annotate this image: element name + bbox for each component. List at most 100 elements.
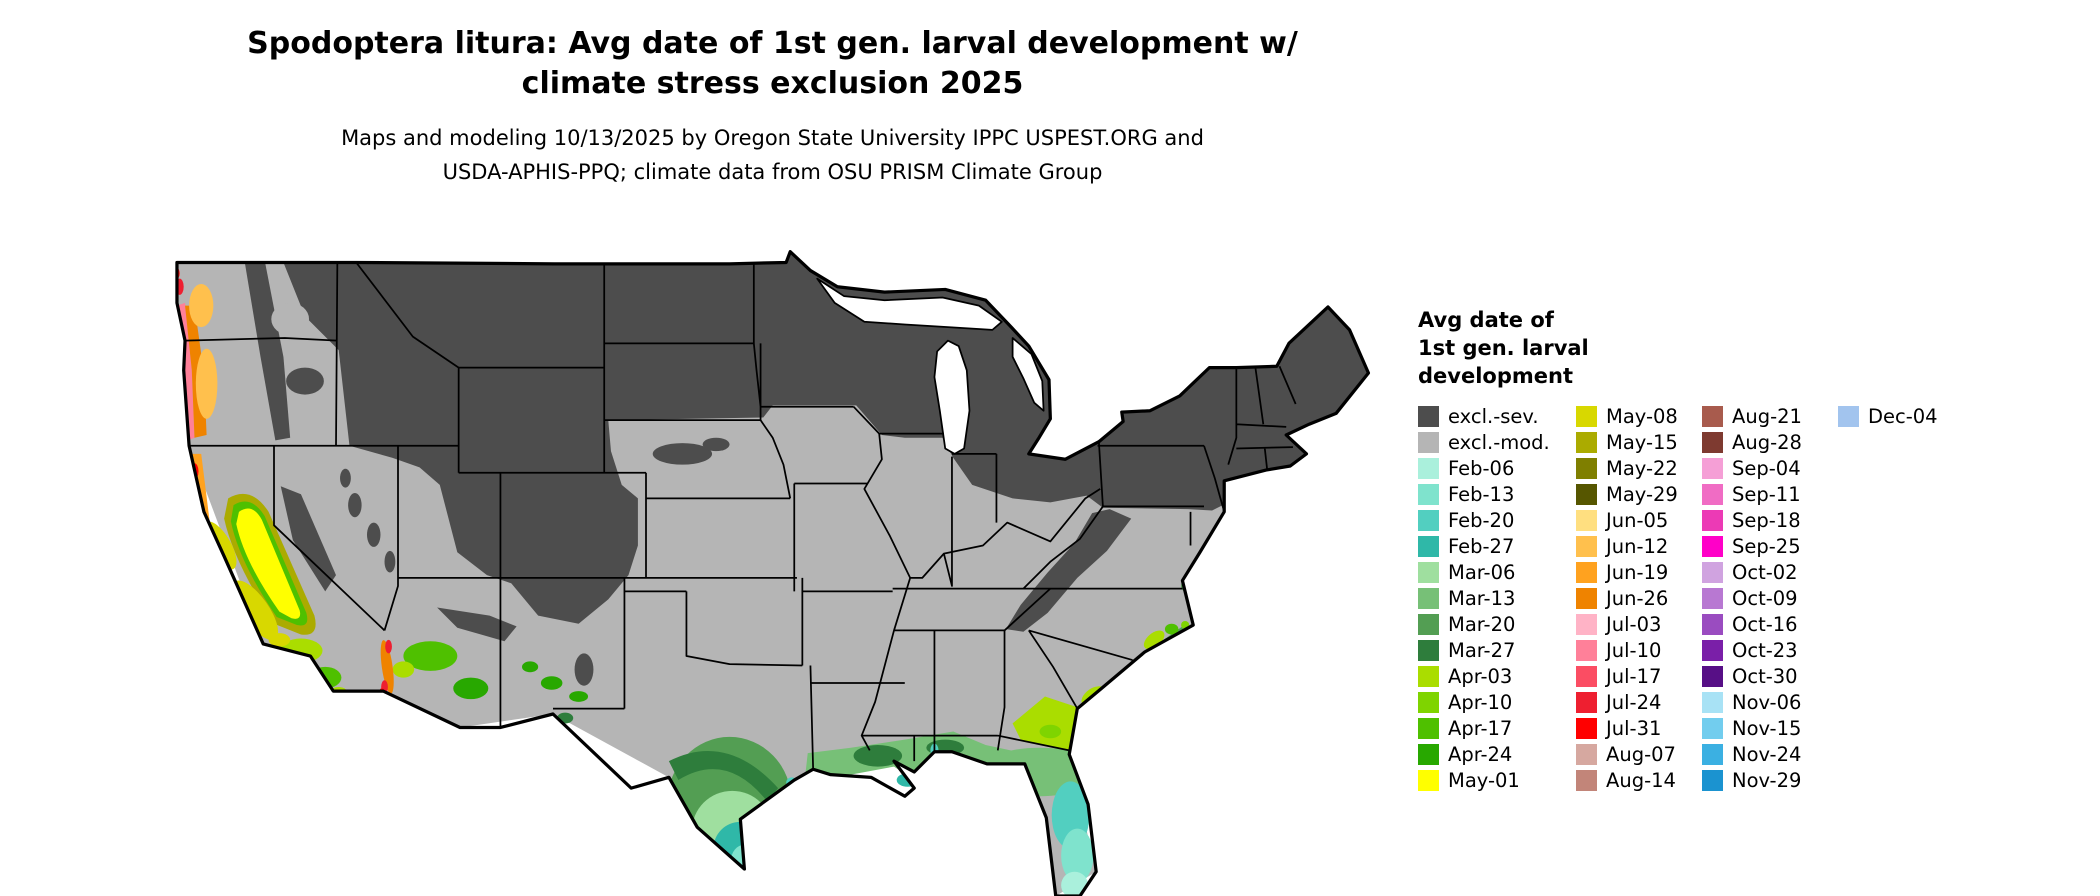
legend-swatch (1418, 691, 1439, 713)
legend-swatch (1702, 535, 1723, 557)
legend-label: Jul-03 (1606, 612, 1662, 636)
legend-swatch (1418, 535, 1439, 557)
legend-entry: Mar-13 (1418, 585, 1576, 611)
legend-label: Feb-13 (1448, 482, 1515, 506)
legend-label: Feb-20 (1448, 508, 1515, 532)
region-willamette (195, 348, 218, 419)
legend-entry: Nov-15 (1702, 715, 1838, 741)
legend-swatch (1576, 561, 1597, 583)
legend-swatch (1418, 561, 1439, 583)
legend-label: Sep-25 (1732, 534, 1801, 558)
legend-entry: Jun-12 (1576, 533, 1702, 559)
legend-swatch (1576, 639, 1597, 661)
legend-column-2: May-08 May-15 May-22 May-29 Jun-05 Jun-12 Jun-… (1576, 403, 1702, 793)
legend-label: Jul-17 (1606, 664, 1662, 688)
legend-swatch (1702, 483, 1723, 505)
legend-label: Apr-10 (1448, 690, 1513, 714)
page-subtitle-line2: USDA-APHIS-PPQ; climate data from OSU PR… (442, 160, 1103, 184)
legend-swatch (1576, 691, 1597, 713)
legend-title-line1: Avg date of (1418, 308, 1554, 332)
legend-label: Oct-16 (1732, 612, 1798, 636)
legend-entry: May-01 (1418, 767, 1576, 793)
legend-swatch (1702, 665, 1723, 687)
legend-entry: Nov-29 (1702, 767, 1838, 793)
map-container (150, 222, 1390, 896)
legend-entry: Oct-23 (1702, 637, 1838, 663)
region-central-valley-yellow (236, 508, 301, 619)
legend-swatch (1418, 431, 1439, 453)
region-south-florida (1061, 828, 1094, 883)
legend-swatch (1576, 665, 1597, 687)
legend-label: Dec-04 (1868, 404, 1938, 428)
legend-swatch (1418, 665, 1439, 687)
legend-label: May-22 (1606, 456, 1678, 480)
legend-swatch (1576, 457, 1597, 479)
legend-swatch (1418, 717, 1439, 739)
legend-entry: Aug-21 (1702, 403, 1838, 429)
legend-entry: Sep-18 (1702, 507, 1838, 533)
legend-entry: Jun-26 (1576, 585, 1702, 611)
legend-swatch (1576, 483, 1597, 505)
legend-label: Oct-09 (1732, 586, 1798, 610)
legend-entry: Mar-20 (1418, 611, 1576, 637)
legend-column-1: excl.-sev. excl.-mod. Feb-06 Feb-13 Feb-20 Fe… (1418, 403, 1576, 793)
lake-superior (816, 277, 1003, 331)
page-title-line1: Spodoptera litura: Avg date of 1st gen. … (247, 26, 1298, 61)
legend-label: Jun-26 (1606, 586, 1669, 610)
legend-entry: Oct-02 (1702, 559, 1838, 585)
legend-label: Mar-20 (1448, 612, 1516, 636)
legend-label: excl.-sev. (1448, 404, 1539, 428)
legend-swatch (1576, 431, 1597, 453)
state-borders (185, 261, 1297, 770)
legend-swatch (1702, 405, 1723, 427)
legend-label: Jul-24 (1606, 690, 1662, 714)
legend-title: Avg date of 1st gen. larval development (1418, 306, 2078, 390)
legend-entry: Dec-04 (1838, 403, 1938, 429)
us-outline (175, 250, 1371, 896)
legend-label: Oct-30 (1732, 664, 1798, 688)
legend-label: Jun-19 (1606, 560, 1669, 584)
legend-label: Nov-15 (1732, 716, 1802, 740)
legend-entry: Sep-11 (1702, 481, 1838, 507)
legend-label: Jul-10 (1606, 638, 1662, 662)
legend-columns: excl.-sev. excl.-mod. Feb-06 Feb-13 Feb-20 Fe… (1418, 403, 2078, 793)
legend-entry: Apr-17 (1418, 715, 1576, 741)
legend-entry: Jul-17 (1576, 663, 1702, 689)
legend-entry: Nov-24 (1702, 741, 1838, 767)
legend-swatch (1702, 587, 1723, 609)
legend-label: Sep-18 (1732, 508, 1801, 532)
legend-swatch (1702, 457, 1723, 479)
legend-entry: Oct-16 (1702, 611, 1838, 637)
legend-label: excl.-mod. (1448, 430, 1550, 454)
legend-swatch (1576, 717, 1597, 739)
legend-swatch (1702, 769, 1723, 791)
legend-swatch (1576, 587, 1597, 609)
legend-label: Oct-23 (1732, 638, 1798, 662)
legend-label: Aug-07 (1606, 742, 1676, 766)
legend-label: Feb-06 (1448, 456, 1515, 480)
legend-label: Jun-05 (1606, 508, 1669, 532)
legend-swatch (1576, 535, 1597, 557)
legend-entry: Oct-09 (1702, 585, 1838, 611)
columbia-basin-patch (271, 302, 310, 336)
page-subtitle-line1: Maps and modeling 10/13/2025 by Oregon S… (341, 126, 1204, 150)
legend-label: Nov-29 (1732, 768, 1802, 792)
legend-swatch (1702, 561, 1723, 583)
legend-entry: Feb-27 (1418, 533, 1576, 559)
legend-label: Apr-24 (1448, 742, 1513, 766)
legend-swatch (1418, 639, 1439, 661)
legend-swatch (1576, 743, 1597, 765)
legend-swatch (1418, 769, 1439, 791)
legend-label: Aug-21 (1732, 404, 1802, 428)
legend-label: Jul-31 (1606, 716, 1662, 740)
legend-entry: Apr-03 (1418, 663, 1576, 689)
legend-label: Apr-17 (1448, 716, 1513, 740)
legend-title-line2: 1st gen. larval (1418, 336, 1589, 360)
legend-entry: Mar-27 (1418, 637, 1576, 663)
legend-label: Apr-03 (1448, 664, 1513, 688)
page-title: Spodoptera litura: Avg date of 1st gen. … (0, 24, 1545, 104)
legend-entry: Jun-05 (1576, 507, 1702, 533)
legend-entry: May-08 (1576, 403, 1702, 429)
legend-entry: Feb-06 (1418, 455, 1576, 481)
legend-label: Sep-11 (1732, 482, 1801, 506)
